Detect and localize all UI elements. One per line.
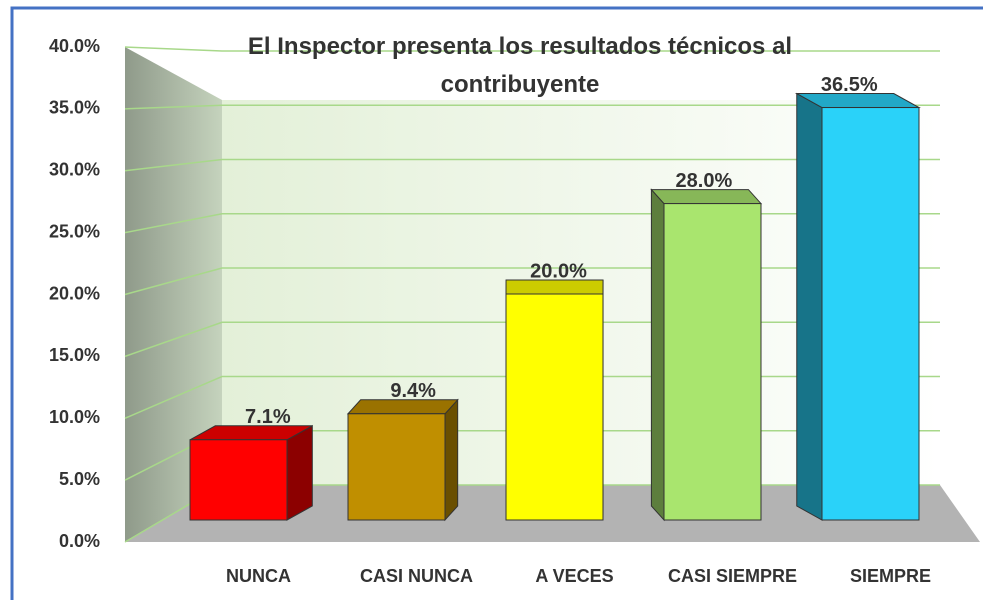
grid-line (124, 158, 940, 172)
y-tick-label: 25.0% (49, 221, 100, 241)
grid-line (124, 104, 940, 110)
y-tick-label: 30.0% (49, 160, 100, 180)
bar-side (796, 92, 823, 521)
x-tick-label: A VECES (535, 566, 613, 586)
bar (821, 107, 920, 521)
value-label: 7.1% (245, 406, 291, 428)
x-tick-label: SIEMPRE (850, 566, 931, 586)
y-tick-label: 20.0% (49, 283, 100, 303)
bar-side (650, 188, 665, 522)
frame (10, 6, 983, 600)
x-tick-label: CASI NUNCA (360, 566, 473, 586)
bar (347, 413, 446, 521)
value-label: 28.0% (676, 170, 733, 192)
bar (189, 439, 288, 521)
bar-side (286, 424, 313, 521)
bar-side (444, 398, 459, 522)
y-tick-label: 10.0% (49, 407, 100, 427)
left-wall (125, 47, 222, 542)
chart-title: El Inspector presenta los resultados téc… (247, 33, 793, 98)
bar (505, 293, 604, 521)
value-label: 20.0% (530, 260, 587, 282)
y-tick-label: 0.0% (59, 531, 100, 551)
value-label: 9.4% (390, 380, 436, 402)
y-tick-label: 15.0% (49, 345, 100, 365)
y-tick-label: 40.0% (49, 36, 100, 56)
bar (663, 203, 762, 521)
x-tick-label: NUNCA (226, 566, 291, 586)
grid-line (124, 46, 940, 52)
y-tick-label: 35.0% (49, 98, 100, 118)
y-tick-label: 5.0% (59, 469, 100, 489)
x-tick-label: CASI SIEMPRE (668, 566, 797, 586)
value-label: 36.5% (821, 74, 878, 96)
